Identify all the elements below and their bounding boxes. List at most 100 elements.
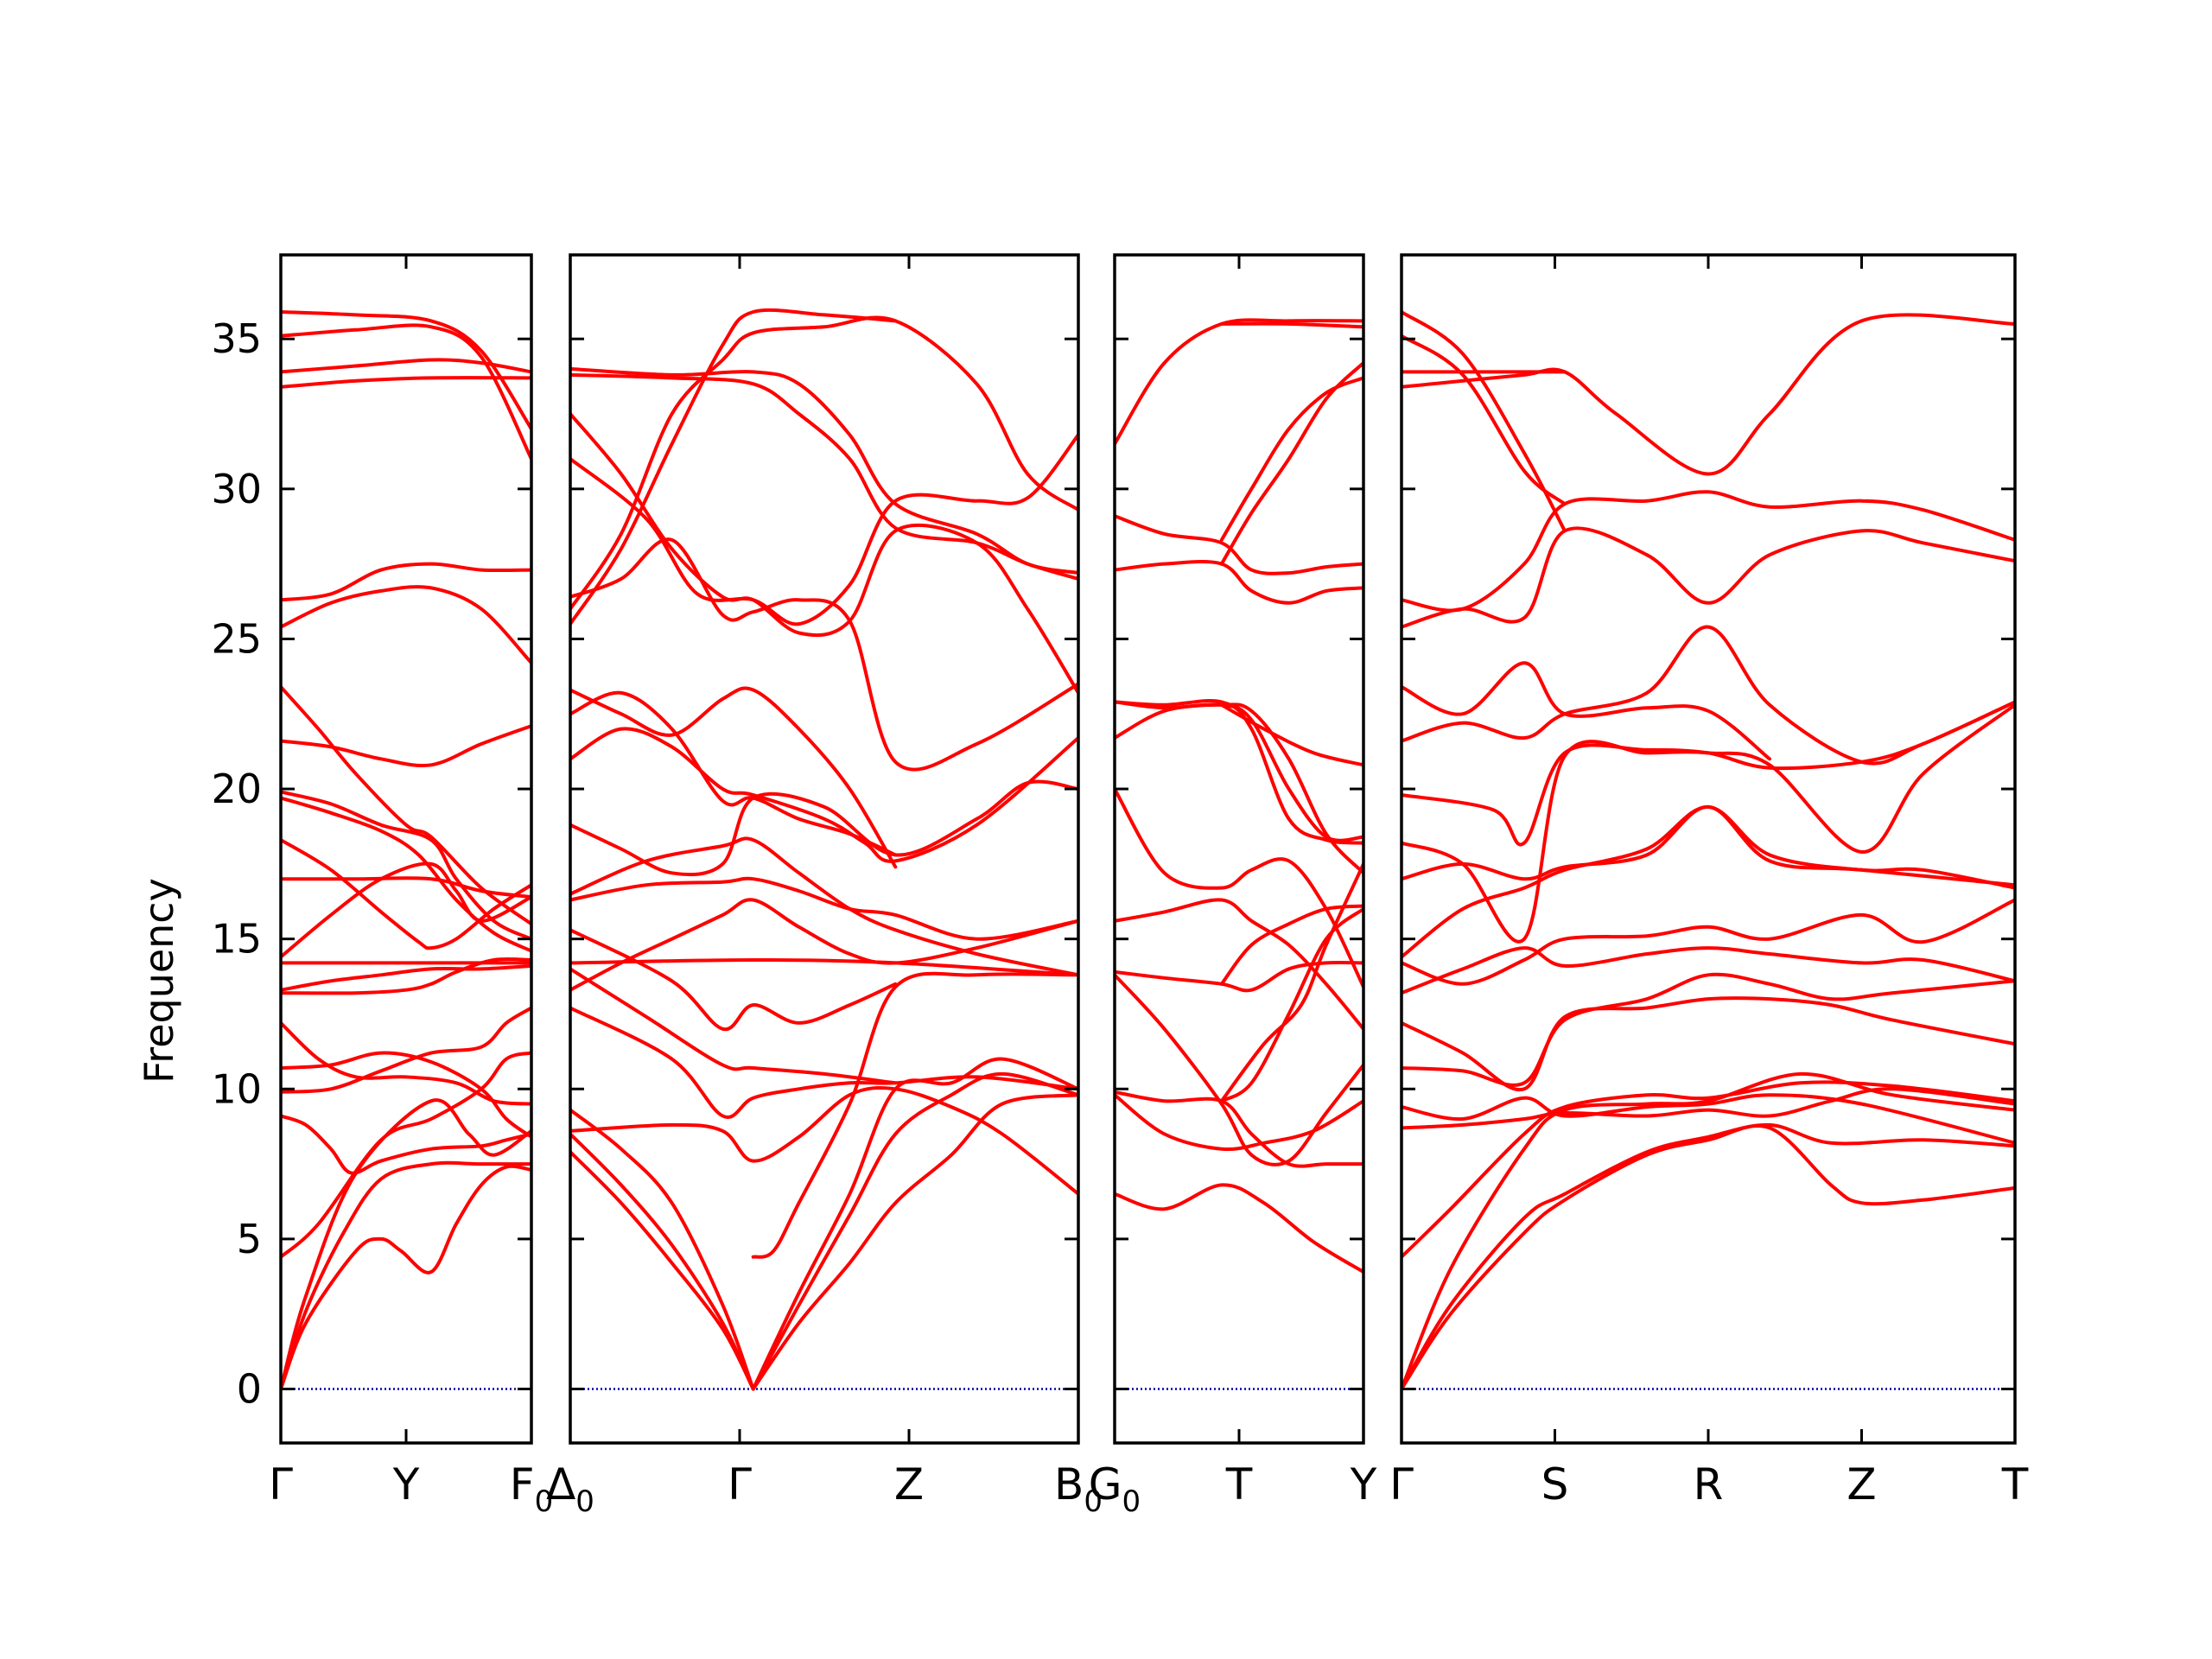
y-tick-label: 5: [237, 1216, 262, 1262]
band-line: [1402, 804, 2015, 959]
band-line: [570, 727, 1078, 863]
panel-frame: [569, 253, 1080, 1445]
band-line: [281, 1051, 531, 1259]
band-line: [1402, 898, 2015, 986]
panel-frame: [279, 253, 533, 1445]
band-line: [1219, 906, 1363, 1103]
y-axis-label: Frequency: [136, 878, 182, 1084]
x-tick-label: Γ: [269, 1459, 293, 1510]
band-line: [1115, 787, 1363, 989]
band-line: [1402, 661, 1771, 761]
band-line: [1115, 973, 1363, 1166]
band-line: [281, 1020, 531, 1106]
band-line: [1402, 1124, 2015, 1391]
x-tick-label: Z: [894, 1459, 924, 1510]
x-tick-label: Γ: [1389, 1459, 1414, 1510]
band-line: [570, 315, 1078, 611]
band-line: [1402, 490, 2015, 613]
band-line: [281, 1098, 531, 1391]
band-line: [570, 1006, 1078, 1119]
band-line: [281, 685, 531, 926]
y-tick-label: 30: [211, 466, 262, 512]
band-line: [1115, 1090, 1363, 1168]
band-line: [1402, 1093, 2015, 1145]
band-line: [1115, 702, 1363, 875]
band-line: [1115, 698, 1363, 845]
band-line: [1402, 972, 2015, 1087]
y-tick-label: 15: [211, 916, 262, 963]
band-line: [1402, 310, 1567, 533]
band-line: [1219, 321, 1363, 329]
band-line: [1402, 313, 2015, 476]
panel-2: Δ0 Γ Z B0: [546, 253, 1103, 1519]
band-line: [570, 876, 1078, 941]
band-line: [281, 323, 531, 461]
band-line: [570, 366, 1078, 575]
band-line: [281, 376, 531, 389]
band-line: [1402, 702, 2015, 944]
panel-1: Γ Y F0: [269, 253, 553, 1519]
y-tick-label: 35: [211, 315, 262, 362]
band-line: [281, 796, 531, 953]
y-tick-label: 20: [211, 766, 262, 812]
y-tick-labels: 0 5 10 15 20 25 30 35: [211, 315, 262, 1412]
band-line: [281, 838, 531, 950]
band-line: [751, 1071, 1078, 1391]
band-line: [570, 372, 1078, 581]
band-line: [1115, 560, 1363, 605]
band-line: [570, 1132, 755, 1391]
band-line: [1219, 361, 1363, 566]
band-line: [281, 562, 531, 602]
band-line: [1402, 1087, 2015, 1130]
x-tick-label: T: [2001, 1459, 2029, 1510]
x-tick-label: F0: [510, 1459, 553, 1519]
band-line: [1115, 1093, 1363, 1152]
band-line: [570, 836, 1078, 977]
band-line: [281, 876, 531, 899]
band-line: [1115, 514, 1363, 575]
band-line: [1402, 1122, 2015, 1391]
band-line: [281, 1051, 531, 1139]
band-line: [1219, 861, 1363, 1103]
band-line: [281, 1006, 531, 1094]
x-tick-label: Z: [1847, 1459, 1876, 1510]
band-line: [1219, 904, 1363, 986]
band-line: [570, 537, 1078, 772]
band-line: [281, 310, 531, 431]
band-line: [1115, 1183, 1363, 1274]
band-lines: [281, 310, 531, 1391]
band-line: [751, 1057, 1078, 1391]
band-line: [570, 967, 898, 1085]
y-axis-label-group: Frequency: [136, 878, 182, 1084]
band-line: [1402, 1080, 2015, 1259]
band-lines: [1115, 318, 1363, 1274]
y-tick-label: 10: [211, 1065, 262, 1112]
band-line: [281, 790, 531, 941]
panel-3: G0 T Y: [1089, 253, 1377, 1519]
band-line: [1402, 700, 2015, 847]
band-line: [1402, 526, 2015, 629]
band-line: [281, 1160, 531, 1391]
band-line: [281, 1114, 531, 1175]
x-tick-label: Y: [392, 1459, 420, 1510]
band-line: [281, 724, 531, 767]
band-line: [1115, 700, 1363, 842]
band-line: [570, 928, 898, 1032]
band-line: [751, 971, 1078, 1259]
band-line: [570, 308, 898, 626]
band-line: [1402, 625, 2015, 766]
x-tick-label: T: [1225, 1459, 1253, 1510]
band-line: [1115, 960, 1363, 993]
band-line: [570, 690, 898, 857]
band-line: [281, 957, 531, 995]
band-lines: [570, 308, 1078, 1391]
band-line: [570, 898, 1078, 992]
band-line: [570, 779, 1078, 877]
band-line: [281, 963, 531, 992]
band-line: [751, 1093, 1078, 1391]
x-tick-label: B0: [1054, 1459, 1103, 1519]
panel-frame: [1113, 253, 1365, 1445]
band-line: [1115, 898, 1363, 1031]
